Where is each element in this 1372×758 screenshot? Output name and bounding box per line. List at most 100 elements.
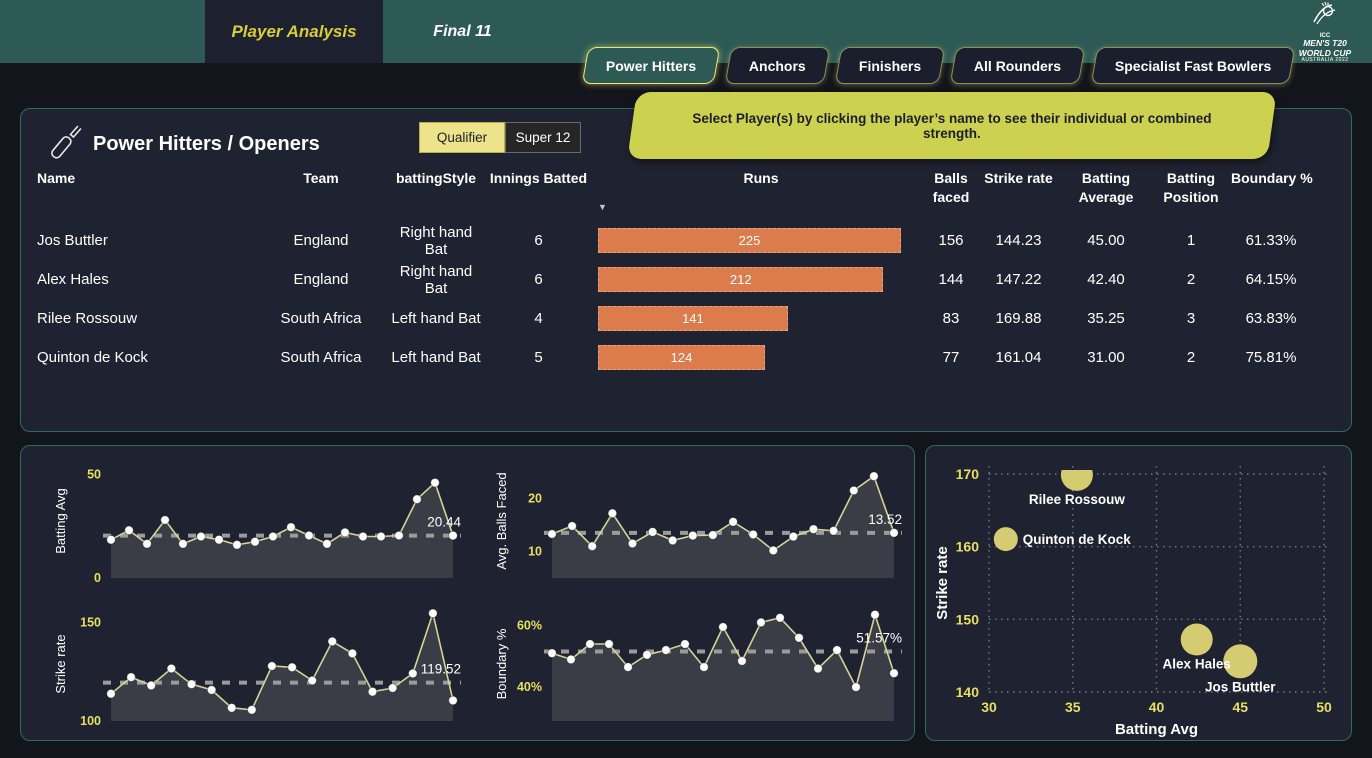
- filter-power-hitters[interactable]: Power Hitters: [581, 47, 721, 84]
- tab-final-11[interactable]: Final 11: [385, 0, 540, 63]
- data-point-marker: [268, 531, 278, 542]
- boundary-pct-trend-chart: 60% 40% Boundary % 51.57%: [494, 609, 902, 721]
- filter-all-rounders[interactable]: All Rounders: [950, 47, 1086, 84]
- batting-average-cell: 42.40: [1087, 271, 1125, 288]
- innings-cell: 4: [534, 310, 543, 327]
- balls-faced-cell: 156: [938, 232, 964, 249]
- table-row-jos-buttler: Jos Buttler England Right hand Bat 6 225…: [37, 221, 1327, 260]
- power-hitters-table-panel: Power Hitters / Openers Qualifier Super …: [20, 108, 1352, 432]
- col-header-boundary-pct[interactable]: Boundary %: [1231, 170, 1313, 186]
- data-point-marker: [448, 530, 458, 541]
- data-point-marker: [627, 538, 638, 549]
- boundary-pct-cell: 64.15%: [1245, 271, 1297, 288]
- col-header-batting-style[interactable]: battingStyle: [395, 170, 477, 186]
- col-header-team[interactable]: Team: [303, 170, 339, 186]
- player-name[interactable]: Alex Hales: [37, 271, 109, 288]
- instruction-callout: Select Player(s) by clicking the player’…: [627, 92, 1277, 159]
- cricket-bat-icon: [51, 125, 82, 159]
- data-point-marker: [623, 662, 633, 672]
- data-point-marker: [327, 636, 338, 647]
- col-header-strike-rate[interactable]: Strike rate: [984, 170, 1053, 186]
- scatter-bubble-rilee-rossouw[interactable]: [1060, 459, 1093, 491]
- toggle-super12-button[interactable]: Super 12: [505, 122, 581, 153]
- y-axis-title: Strike rate: [53, 634, 68, 693]
- player-name[interactable]: Rilee Rossouw: [37, 310, 138, 327]
- avg-balls-faced-trend-chart: 20 10 Avg. Balls Faced 13.52: [494, 471, 902, 578]
- batting-avg-trend-chart: 50 0 Batting Avg 20.44: [53, 467, 461, 585]
- players-table: Name Team battingStyle Innings Batted Ru…: [37, 169, 1327, 377]
- data-point-marker: [124, 525, 134, 536]
- col-header-runs[interactable]: Runs: [743, 170, 779, 186]
- data-point-marker: [699, 662, 709, 672]
- data-point-marker: [667, 535, 678, 546]
- runs-bar-track: 212: [596, 267, 901, 292]
- data-point-marker: [828, 526, 839, 536]
- trophy-icon: [1313, 1, 1336, 25]
- data-point-marker: [585, 639, 595, 649]
- filter-finishers[interactable]: Finishers: [834, 47, 946, 84]
- data-point-marker: [166, 663, 177, 674]
- col-header-batting-average[interactable]: Batting Average: [1078, 170, 1134, 205]
- col-header-innings-batted[interactable]: Innings Batted: [489, 170, 588, 186]
- filter-anchors[interactable]: Anchors: [725, 47, 831, 84]
- area-fill: [111, 482, 453, 578]
- data-point-marker: [106, 534, 116, 545]
- player-name[interactable]: Quinton de Kock: [37, 349, 148, 366]
- scatter-bubble-jos-buttler[interactable]: [1223, 644, 1258, 679]
- data-point-marker: [607, 508, 618, 519]
- y-axis-title: Batting Avg: [53, 488, 68, 554]
- data-point-marker: [307, 675, 318, 686]
- tab-player-analysis[interactable]: Player Analysis: [205, 0, 383, 63]
- col-header-batting-position[interactable]: Batting Position: [1163, 170, 1219, 205]
- balls-faced-cell: 83: [942, 310, 960, 327]
- data-point-marker: [304, 530, 314, 541]
- col-header-balls-faced[interactable]: Balls faced: [932, 170, 970, 205]
- y-axis-tick-label: 0: [94, 571, 101, 585]
- data-point-marker: [206, 685, 217, 695]
- table-header-row: Name Team battingStyle Innings Batted Ru…: [37, 169, 1327, 221]
- sort-descending-icon[interactable]: ▼: [598, 202, 607, 212]
- data-point-marker: [748, 529, 759, 540]
- team-cell: South Africa: [280, 310, 362, 327]
- tab-final-11-label: Final 11: [433, 22, 492, 40]
- data-point-marker: [775, 613, 785, 623]
- t20-world-cup-logo: ICC MEN'S T20 WORLD CUP AUSTRALIA 2022: [1290, 1, 1360, 63]
- runs-bar: 225: [598, 228, 901, 253]
- data-point-marker: [849, 485, 859, 496]
- data-point-marker: [387, 683, 398, 693]
- trend-line: [551, 474, 895, 552]
- data-point-marker: [728, 517, 738, 527]
- data-point-marker: [126, 672, 136, 682]
- player-name[interactable]: Jos Buttler: [37, 232, 108, 249]
- boundary-pct-cell: 75.81%: [1245, 349, 1297, 366]
- data-point-marker: [813, 663, 823, 674]
- scatter-plot-panel: 140 150 160 170 30 35 40 45 50 Jos Buttler Alex Ha…: [925, 445, 1352, 741]
- data-point-marker: [661, 645, 671, 655]
- data-point-marker: [708, 530, 718, 540]
- data-point-marker: [547, 529, 557, 539]
- data-point-marker: [214, 534, 224, 545]
- innings-cell: 6: [534, 271, 543, 288]
- scatter-bubble-alex-hales[interactable]: [1180, 623, 1213, 656]
- y-axis-tick-label: 10: [528, 545, 542, 559]
- average-value-label: 20.44: [427, 515, 461, 530]
- filter-specialist-fast-bowlers[interactable]: Specialist Fast Bowlers: [1090, 47, 1296, 84]
- y-axis-tick-label: 60%: [517, 619, 542, 633]
- data-point-marker: [869, 471, 879, 482]
- toggle-super12-label: Super 12: [515, 130, 571, 145]
- y-axis-title: Boundary %: [494, 628, 509, 699]
- scatter-bubble-quinton-de-kock[interactable]: [993, 527, 1018, 552]
- balls-faced-cell: 144: [938, 271, 964, 288]
- boundary-pct-cell: 63.83%: [1245, 310, 1297, 327]
- data-point-marker: [448, 695, 458, 706]
- team-cell: South Africa: [280, 349, 362, 366]
- strike-rate-cell: 161.04: [995, 349, 1042, 366]
- runs-bar-track: 225: [596, 228, 901, 253]
- filter-power-hitters-label: Power Hitters: [606, 57, 697, 74]
- toggle-qualifier-button[interactable]: Qualifier: [419, 122, 505, 153]
- col-header-name[interactable]: Name: [37, 170, 76, 186]
- x-axis-tick-label: 35: [1065, 699, 1081, 715]
- data-point-marker: [428, 608, 438, 619]
- data-point-marker: [146, 680, 156, 691]
- innings-cell: 5: [534, 349, 543, 366]
